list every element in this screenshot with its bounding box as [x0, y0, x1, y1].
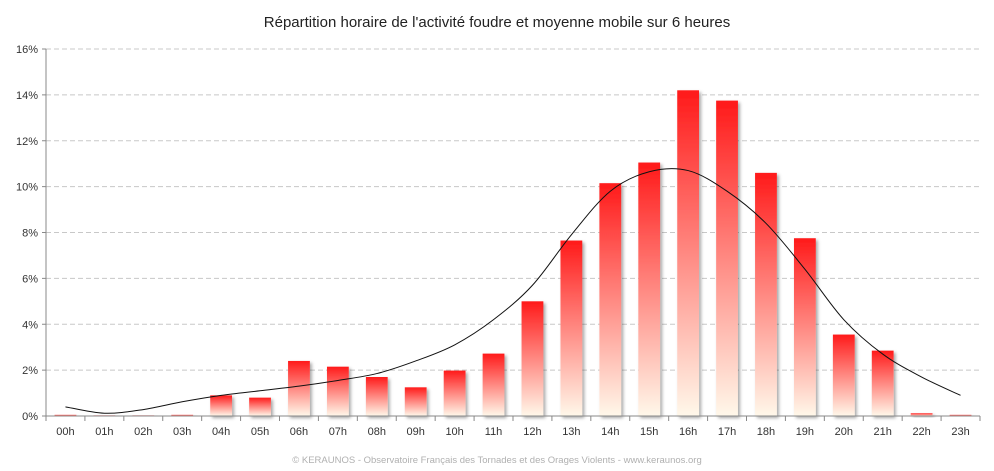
x-tick-label: 17h: [718, 426, 736, 438]
bar: [365, 377, 388, 416]
bar: [599, 183, 622, 416]
bar: [326, 366, 349, 416]
x-tick-label: 08h: [368, 426, 386, 438]
x-tick-label: 07h: [329, 426, 347, 438]
bar: [521, 301, 544, 416]
footer-credit: © KERAUNOS - Observatoire Français des T…: [292, 455, 702, 466]
bar: [910, 413, 933, 416]
x-tick-label: 11h: [485, 426, 503, 438]
x-tick-label: 01h: [95, 426, 113, 438]
bar: [249, 397, 271, 416]
y-axis-ticks: 0% 2% 4% 6% 8% 10% 12% 14% 16%: [16, 44, 46, 423]
bar: [716, 100, 738, 417]
bar: [871, 350, 894, 416]
x-tick-label: 19h: [796, 426, 814, 438]
x-tick-label: 12h: [523, 426, 541, 438]
bar: [288, 360, 310, 416]
bar: [210, 395, 233, 416]
x-tick-label: 14h: [601, 426, 619, 438]
x-tick-label: 00h: [56, 426, 74, 438]
x-tick-label: 16h: [679, 426, 697, 438]
y-tick-label: 10%: [16, 182, 38, 194]
x-tick-label: 18h: [757, 426, 775, 438]
bar: [677, 90, 700, 416]
bar: [560, 240, 583, 416]
x-tick-label: 04h: [212, 426, 230, 438]
bar: [832, 334, 855, 416]
chart-title: Répartition horaire de l'activité foudre…: [264, 14, 730, 31]
x-tick-label: 23h: [951, 426, 969, 438]
y-tick-label: 2%: [22, 365, 38, 377]
x-tick-label: 15h: [640, 426, 658, 438]
moving-average: [65, 168, 961, 414]
bar: [54, 414, 77, 416]
x-tick-label: 21h: [874, 426, 892, 438]
gridlines: [46, 48, 980, 371]
x-tick-label: 03h: [173, 426, 191, 438]
y-tick-label: 6%: [22, 273, 38, 285]
y-tick-label: 12%: [16, 136, 38, 148]
bars: [54, 90, 972, 417]
x-tick-label: 06h: [290, 426, 308, 438]
x-tick-label: 22h: [912, 426, 930, 438]
bar: [949, 414, 972, 416]
y-tick-label: 4%: [22, 319, 38, 331]
y-tick-label: 0%: [22, 411, 38, 423]
x-tick-label: 02h: [134, 426, 152, 438]
bar: [638, 162, 661, 416]
x-tick-label: 09h: [407, 426, 425, 438]
moving-average-line: [65, 168, 961, 414]
x-tick-label: 20h: [835, 426, 853, 438]
x-tick-label: 13h: [562, 426, 580, 438]
x-tick-label: 05h: [251, 426, 269, 438]
bar: [404, 387, 427, 416]
bar: [793, 238, 816, 416]
bar: [755, 172, 777, 416]
x-tick-label: 10h: [445, 426, 463, 438]
bar: [171, 414, 194, 416]
x-axis-ticks: 00h 01h 02h 03h 04h 05h 06h 07h 08h 09h 10h 11h 12h 1…: [45, 416, 981, 438]
bar: [482, 353, 505, 416]
y-tick-label: 16%: [16, 44, 38, 56]
bar: [443, 370, 466, 416]
y-tick-label: 8%: [22, 228, 38, 240]
y-tick-label: 14%: [16, 90, 38, 102]
